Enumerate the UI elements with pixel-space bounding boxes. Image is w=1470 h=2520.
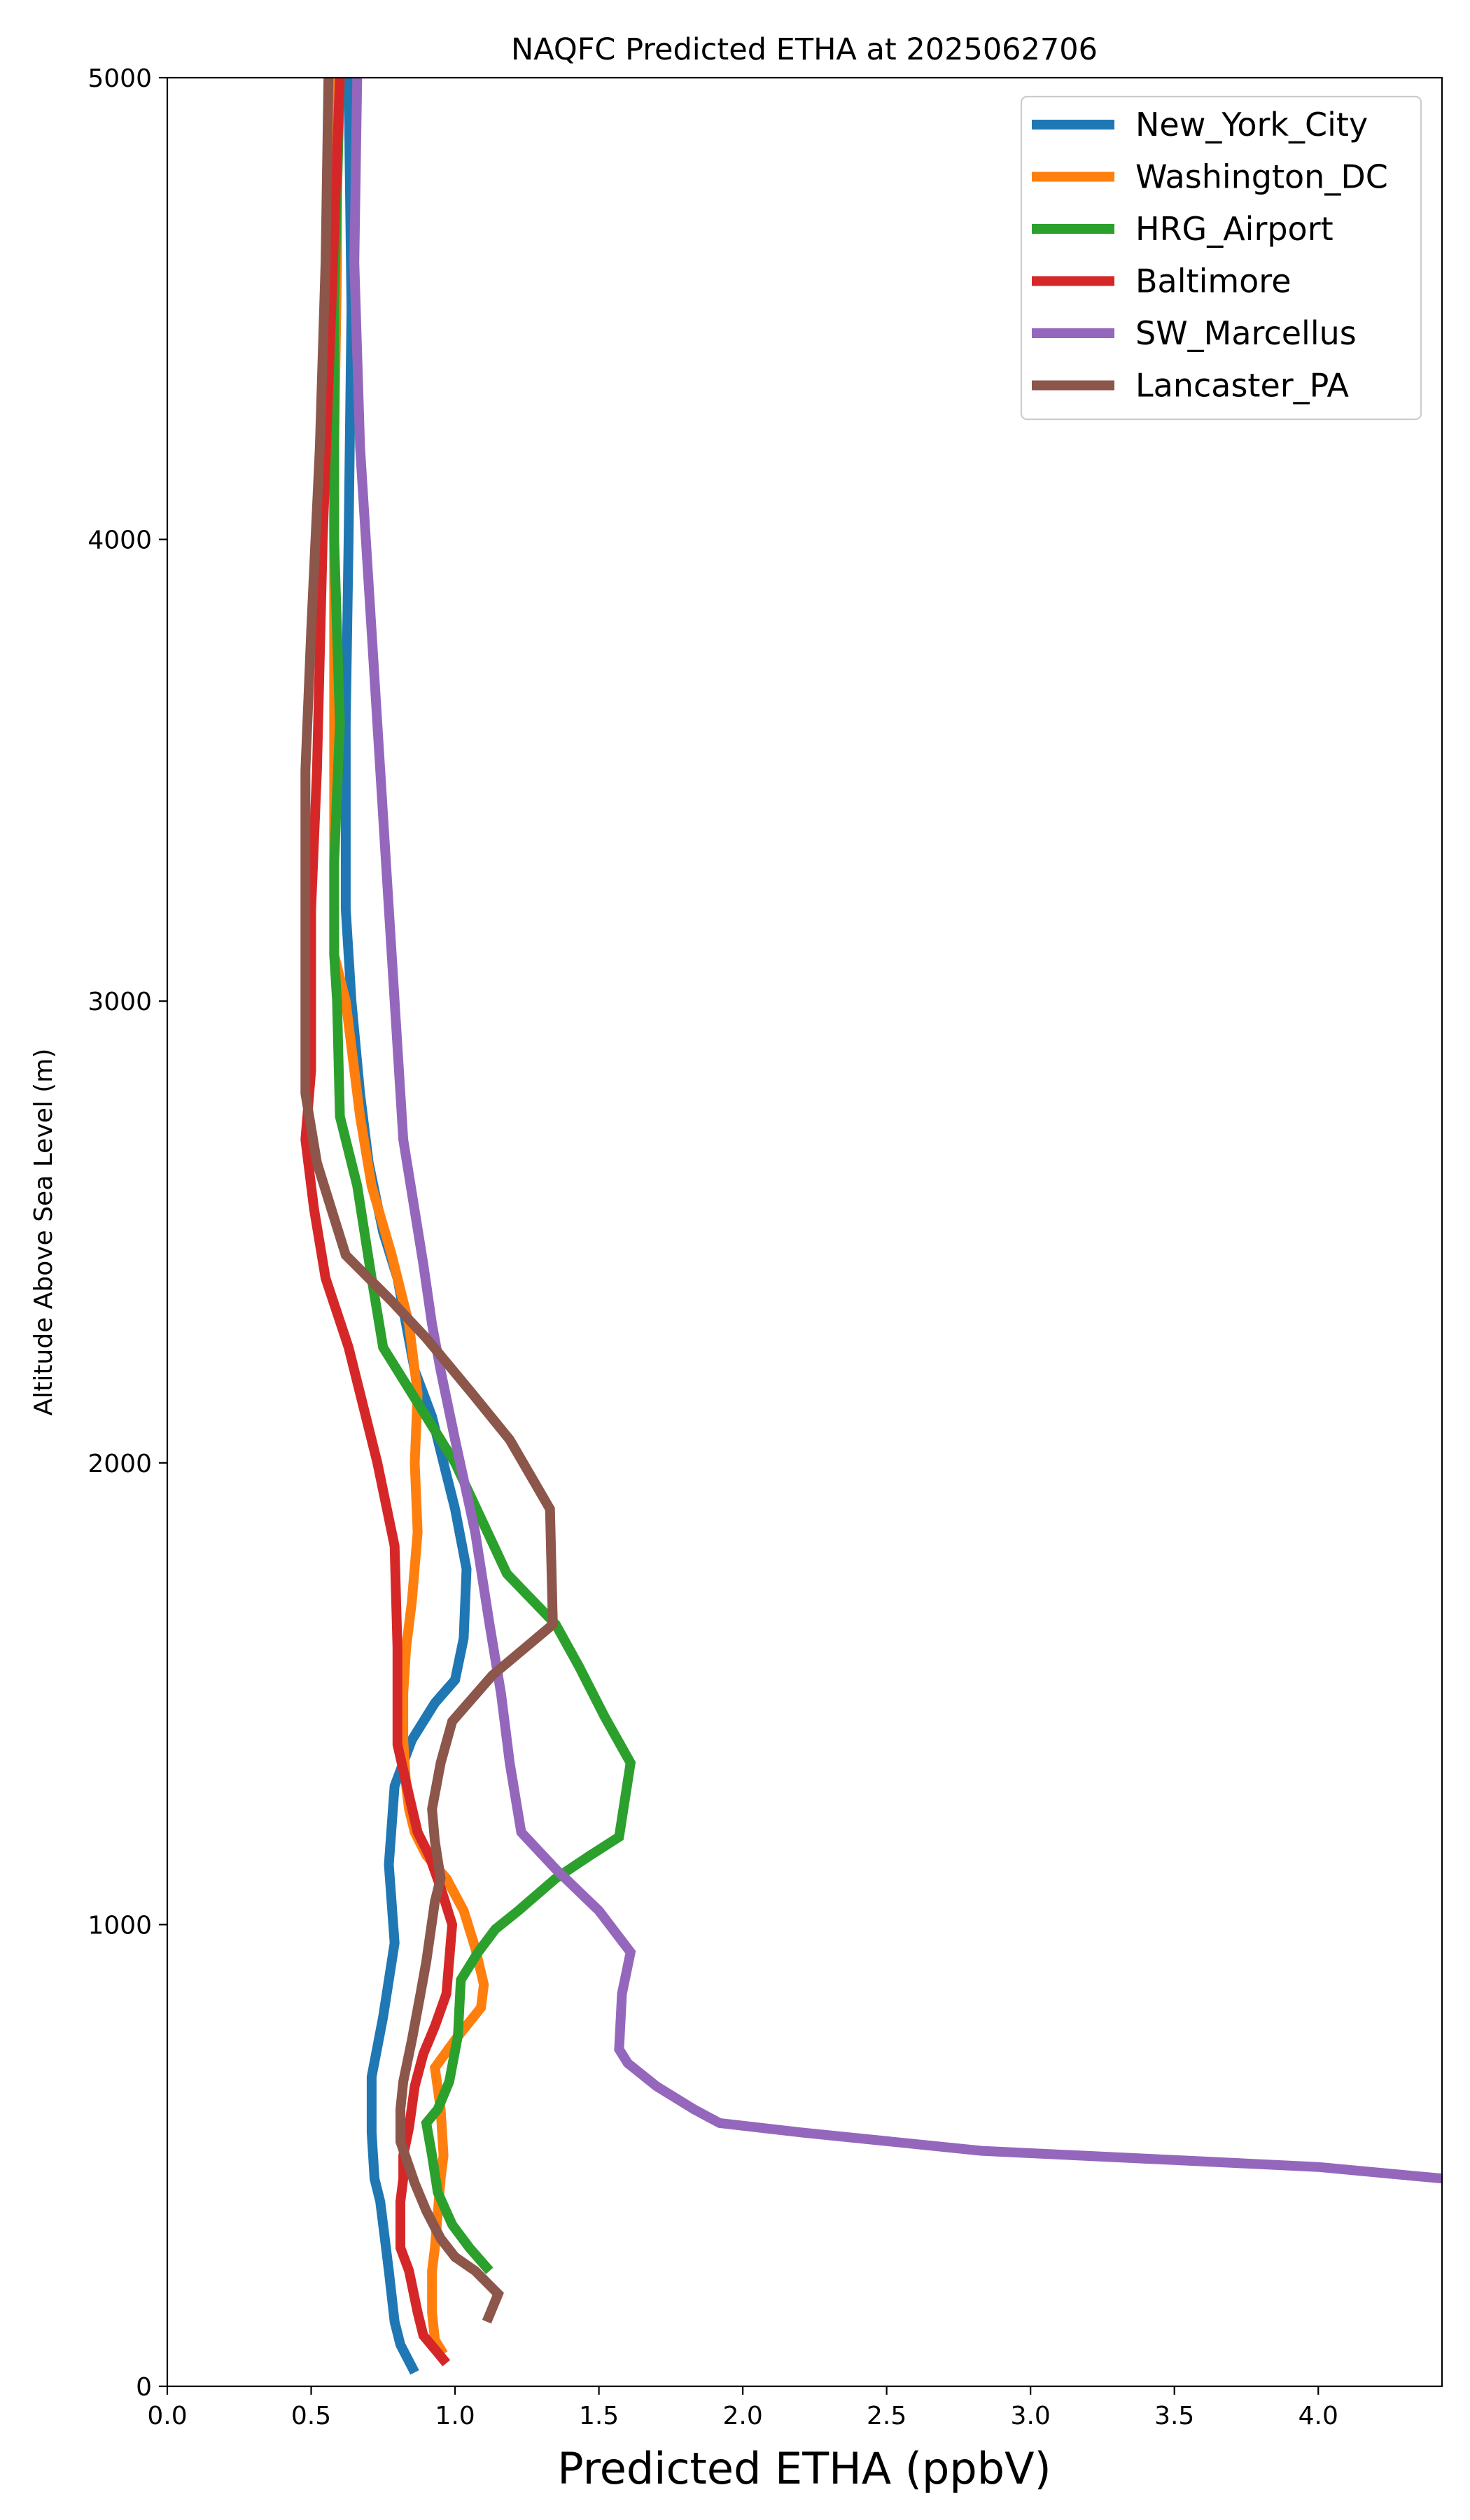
x-tick-label: 1.5 — [579, 2402, 619, 2430]
x-tick-label: 0.5 — [291, 2402, 331, 2430]
y-tick-label: 1000 — [88, 1911, 152, 1940]
x-axis: 0.0 0.5 1.0 1.5 2.0 2.5 3.0 3.5 4.0 — [147, 2386, 1338, 2430]
legend-label: SW_Marcellus — [1135, 314, 1357, 352]
x-tick-label: 3.5 — [1154, 2402, 1194, 2430]
y-tick-label: 4000 — [88, 526, 152, 555]
legend-label: HRG_Airport — [1135, 210, 1334, 248]
x-tick-label: 0.0 — [147, 2402, 187, 2430]
plot-frame — [166, 76, 1443, 2388]
x-tick-label: 4.0 — [1298, 2402, 1338, 2430]
series-line-sw-marcellus — [349, 78, 1442, 2184]
y-tick-label: 3000 — [88, 988, 152, 1016]
y-axis-label: Altitude Above Sea Level (m) — [29, 1049, 58, 1416]
y-axis: 0 1000 2000 3000 4000 5000 — [88, 64, 167, 2402]
y-tick-label: 2000 — [88, 1450, 152, 1478]
series-line-new-york-city — [340, 78, 472, 2375]
y-tick-label: 5000 — [88, 64, 152, 93]
series-line-baltimore — [300, 78, 458, 2367]
legend-label: New_York_City — [1135, 106, 1368, 144]
series-layer — [300, 78, 1442, 2375]
x-tick-label: 1.0 — [435, 2402, 475, 2430]
x-axis-label: Predicted ETHA (ppbV) — [557, 2443, 1051, 2494]
chart-title: NAQFC Predicted ETHA at 2025062706 — [511, 32, 1098, 67]
y-tick-label: 0 — [136, 2373, 152, 2402]
x-tick-label: 2.5 — [867, 2402, 906, 2430]
legend-label: Washington_DC — [1135, 158, 1388, 196]
x-tick-label: 2.0 — [722, 2402, 762, 2430]
legend-label: Lancaster_PA — [1135, 367, 1349, 405]
legend-frame — [1020, 95, 1422, 421]
series-line-hrg-airport — [329, 78, 636, 2274]
legend-label: Baltimore — [1135, 262, 1292, 300]
x-tick-label: 3.0 — [1011, 2402, 1051, 2430]
series-line-lancaster-pa — [300, 78, 558, 2324]
legend: New_York_City Washington_DC HRG_Airport Bal… — [1020, 95, 1422, 421]
